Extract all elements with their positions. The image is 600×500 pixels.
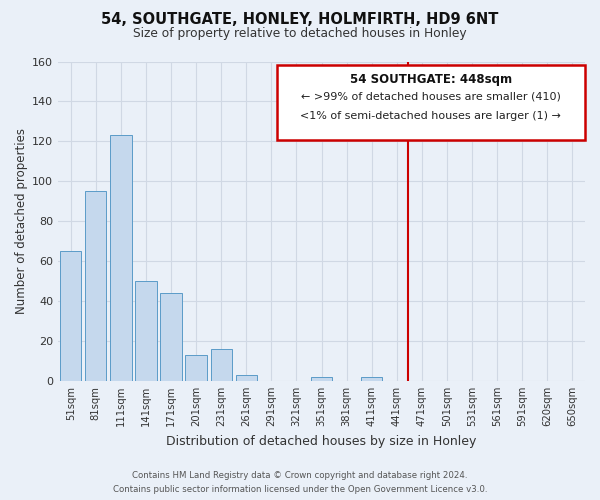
Bar: [110, 136, 131, 381]
Text: 54, SOUTHGATE, HONLEY, HOLMFIRTH, HD9 6NT: 54, SOUTHGATE, HONLEY, HOLMFIRTH, HD9 6N…: [101, 12, 499, 28]
Bar: [236, 375, 257, 381]
Y-axis label: Number of detached properties: Number of detached properties: [15, 128, 28, 314]
FancyBboxPatch shape: [277, 64, 585, 140]
Bar: [85, 192, 106, 381]
Text: 54 SOUTHGATE: 448sqm: 54 SOUTHGATE: 448sqm: [350, 72, 512, 86]
Text: Size of property relative to detached houses in Honley: Size of property relative to detached ho…: [133, 28, 467, 40]
X-axis label: Distribution of detached houses by size in Honley: Distribution of detached houses by size …: [166, 434, 477, 448]
Bar: [185, 355, 207, 381]
Bar: [211, 349, 232, 381]
Bar: [160, 293, 182, 381]
Bar: [361, 377, 382, 381]
Bar: [60, 251, 82, 381]
Bar: [135, 281, 157, 381]
Bar: [311, 377, 332, 381]
Text: Contains HM Land Registry data © Crown copyright and database right 2024.
Contai: Contains HM Land Registry data © Crown c…: [113, 472, 487, 494]
Text: <1% of semi-detached houses are larger (1) →: <1% of semi-detached houses are larger (…: [301, 111, 562, 121]
Text: ← >99% of detached houses are smaller (410): ← >99% of detached houses are smaller (4…: [301, 92, 561, 102]
